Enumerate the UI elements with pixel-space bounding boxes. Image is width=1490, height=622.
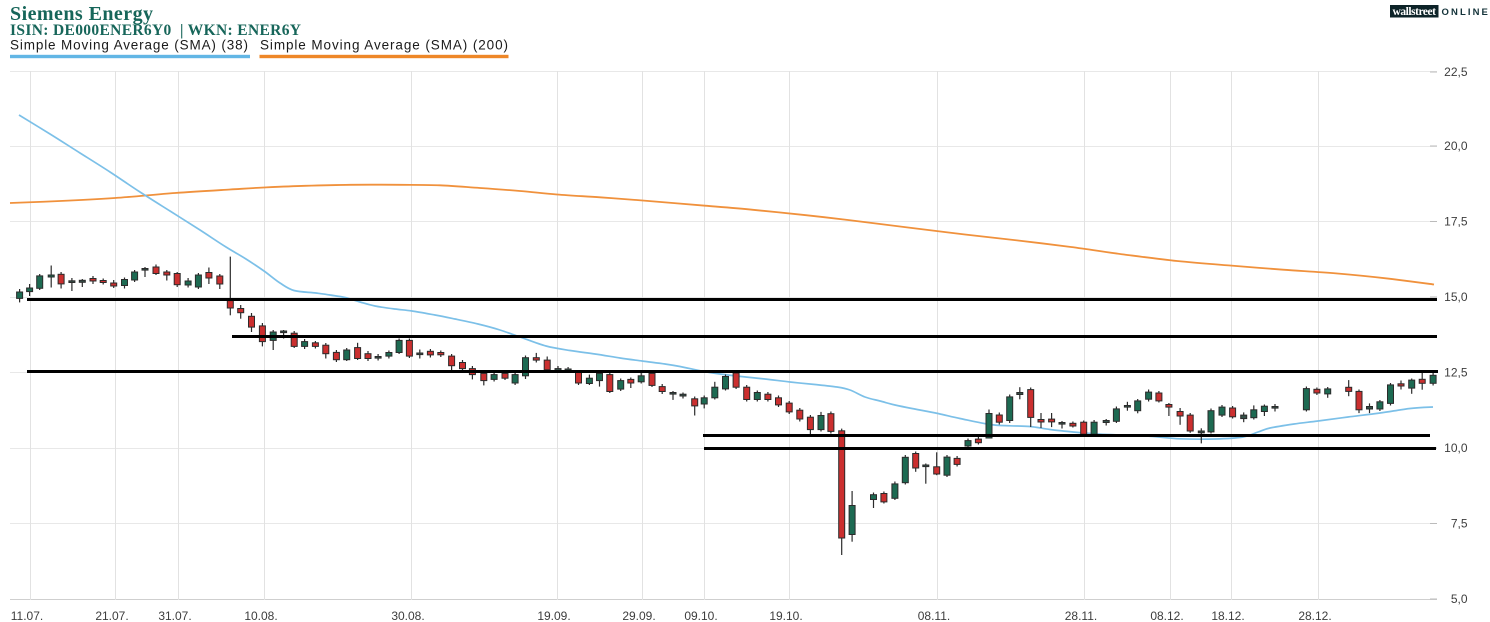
svg-text:wallstreet: wallstreet	[1393, 6, 1437, 18]
svg-text:ONLINE: ONLINE	[1442, 7, 1490, 18]
svg-text:08.11.: 08.11.	[918, 609, 950, 622]
svg-text:15,0: 15,0	[1444, 290, 1468, 304]
svg-text:Simple Moving Average (SMA) (3: Simple Moving Average (SMA) (38)	[10, 38, 248, 53]
svg-text:28.11.: 28.11.	[1065, 609, 1097, 622]
svg-text:11.07.: 11.07.	[11, 609, 43, 622]
svg-text:5,0: 5,0	[1451, 592, 1468, 606]
svg-text:19.10.: 19.10.	[769, 609, 802, 622]
svg-text:31.07.: 31.07.	[158, 609, 191, 622]
svg-text:19.09.: 19.09.	[537, 609, 570, 622]
svg-text:10.08.: 10.08.	[244, 609, 277, 622]
svg-text:20,0: 20,0	[1444, 139, 1468, 153]
svg-text:30.08.: 30.08.	[391, 609, 424, 622]
svg-text:7,5: 7,5	[1451, 517, 1468, 531]
svg-text:17,5: 17,5	[1444, 215, 1468, 229]
svg-text:Simple Moving Average (SMA) (2: Simple Moving Average (SMA) (200)	[260, 38, 508, 53]
svg-text:21.07.: 21.07.	[95, 609, 128, 622]
svg-text:22,5: 22,5	[1444, 65, 1468, 79]
svg-text:08.12.: 08.12.	[1150, 609, 1183, 622]
svg-text:10,0: 10,0	[1444, 441, 1468, 455]
svg-text:ISIN: DE000ENER6Y0 | WKN: ENE: ISIN: DE000ENER6Y0 | WKN: ENER6Y	[10, 22, 301, 39]
svg-text:28.12.: 28.12.	[1298, 609, 1331, 622]
svg-text:09.10.: 09.10.	[684, 609, 717, 622]
svg-text:18.12.: 18.12.	[1211, 609, 1244, 622]
svg-text:29.09.: 29.09.	[622, 609, 655, 622]
svg-text:Siemens Energy: Siemens Energy	[10, 3, 153, 25]
svg-text:12,5: 12,5	[1444, 366, 1468, 380]
